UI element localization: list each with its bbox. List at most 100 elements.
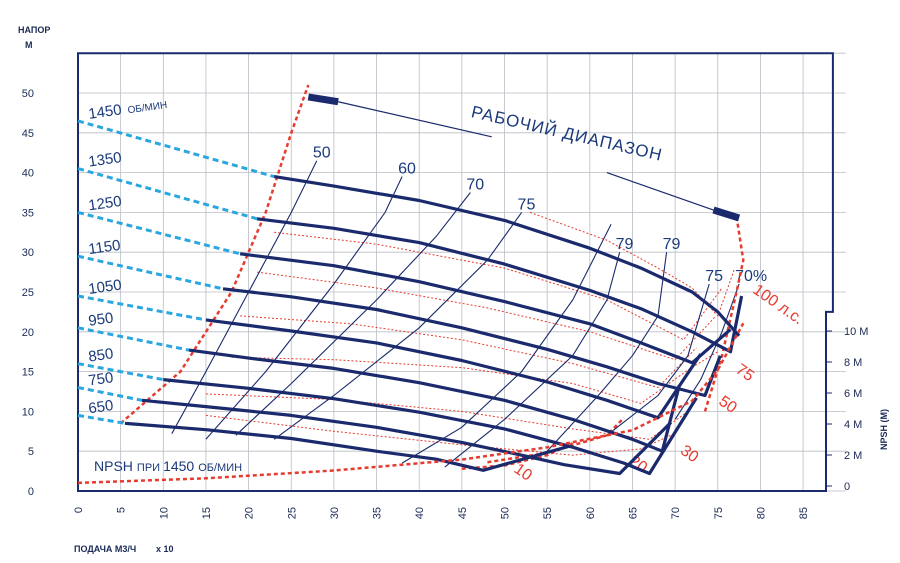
power-curve <box>274 231 723 341</box>
efficiency-label: 60 <box>398 161 416 178</box>
npsh-note-text: ПРИ <box>137 462 160 474</box>
y-axis-unit: М <box>25 40 33 50</box>
power-curve <box>205 393 689 440</box>
range-left-marker <box>307 93 339 106</box>
speed-curve-dashed <box>77 386 143 402</box>
speed-label: 1450 ОБ/МИН <box>87 95 168 123</box>
speed-curve <box>124 421 569 472</box>
frame-border <box>77 52 834 492</box>
x-axis-ticks: 0 5 10 15 20 25 30 35 40 45 50 55 60 65 70 75 80 85 <box>73 507 810 519</box>
x-tick-label: 20 <box>244 507 256 519</box>
efficiency-label: 50 <box>313 145 331 162</box>
y-tick-label: 5 <box>28 446 34 458</box>
range-right-marker <box>712 206 741 222</box>
power-label: 100 л.с. <box>750 281 807 328</box>
efficiency-curve <box>606 283 710 436</box>
y-tick-label: 40 <box>22 168 34 180</box>
range-left-leader <box>338 101 492 138</box>
speed-label: 1350 <box>87 149 122 170</box>
x-tick-label: 55 <box>542 507 554 519</box>
speed-curve <box>239 252 732 365</box>
npsh-unit: ОБ/МИН <box>198 462 242 474</box>
efficiency-label: 75 <box>518 196 536 213</box>
speed-curve <box>141 398 672 476</box>
npsh-tick-label: 2 M <box>844 450 862 462</box>
efficiency-curve <box>273 212 523 440</box>
npsh-curve-label: NPSH ПРИ 1450 ОБ/МИН <box>94 458 242 474</box>
x-tick-label: 25 <box>286 507 298 519</box>
x-tick-label: 10 <box>158 507 170 519</box>
y-tick-label: 0 <box>28 486 34 498</box>
chart-grid <box>77 52 846 492</box>
x-tick-label: 15 <box>201 507 213 519</box>
efficiency-label: 70% <box>735 268 767 285</box>
speed-curve-dashed <box>77 210 241 256</box>
npsh-tick-label: 0 <box>844 481 850 493</box>
x-tick-label: 85 <box>798 507 810 519</box>
y-axis-ticks: 0 5 10 15 20 25 30 35 40 45 50 <box>22 88 34 498</box>
speed-curve <box>222 287 722 398</box>
efficiency-curve <box>235 192 471 436</box>
efficiency-curve <box>546 252 668 452</box>
power-curve <box>529 211 736 317</box>
speed-curve <box>188 348 681 453</box>
speed-unit-label: ОБ/МИН <box>127 100 168 116</box>
power-label: 30 <box>677 442 701 466</box>
speed-curve <box>205 318 703 420</box>
npsh-line <box>77 322 745 485</box>
npsh-prefix: NPSH <box>94 458 133 474</box>
speed-label: 850 <box>87 345 114 365</box>
power-curve <box>205 414 672 456</box>
speed-curve <box>256 217 744 354</box>
x-tick-label: 35 <box>372 507 384 519</box>
operating-range-label: РАБОЧИЙ ДИАПАЗОН <box>469 102 664 165</box>
speed-curve-dashed <box>77 326 190 352</box>
efficiency-label: 70 <box>466 177 484 194</box>
npsh-speed: 1450 <box>163 458 194 474</box>
speed-curve-dashed <box>77 167 258 221</box>
operating-range: РАБОЧИЙ ДИАПАЗОН <box>119 84 745 425</box>
x-tick-label: 5 <box>116 507 128 513</box>
x-axis-label: ПОДАЧА М3/Ч <box>74 544 136 554</box>
npsh-curve: NPSH ПРИ 1450 ОБ/МИН <box>77 322 745 485</box>
speed-label: 950 <box>87 309 114 329</box>
power-curve <box>240 315 697 389</box>
power-label: 50 <box>715 393 739 417</box>
speed-label: 1150 <box>87 237 121 258</box>
npsh-tick-label: 6 M <box>844 388 862 400</box>
x-tick-label: 40 <box>414 507 426 519</box>
x-tick-label: 50 <box>500 507 512 519</box>
speed-curve-dashed <box>77 294 207 322</box>
npsh-axis-label: NPSH (M) <box>879 409 889 450</box>
range-left-boundary <box>119 84 310 425</box>
speed-curve <box>163 378 698 476</box>
efficiency-curve <box>674 283 740 420</box>
y-tick-label: 10 <box>22 406 34 418</box>
npsh-tick-label: 8 M <box>844 357 862 369</box>
x-tick-label: 30 <box>329 507 341 519</box>
y-tick-label: 25 <box>22 287 34 299</box>
y-tick-label: 20 <box>22 327 34 339</box>
npsh-axis-ticks: 0 2 M 4 M 6 M 8 M 10 M <box>826 326 868 493</box>
y-tick-label: 15 <box>22 367 34 379</box>
efficiency-curve <box>205 176 403 440</box>
speed-label: 750 <box>87 369 114 389</box>
y-tick-label: 35 <box>22 207 34 219</box>
x-tick-label: 65 <box>627 507 639 519</box>
x-tick-label: 70 <box>670 507 682 519</box>
power-label: 75 <box>733 361 757 385</box>
speed-label: 1050 <box>87 276 122 297</box>
efficiency-label: 75 <box>705 268 723 285</box>
range-right-boundary <box>703 216 745 412</box>
y-axis-label: НАПОР <box>18 25 50 35</box>
speed-curve <box>273 175 741 337</box>
speed-curve-dashed <box>77 413 126 425</box>
x-tick-label: 75 <box>713 507 725 519</box>
power-curve <box>257 271 717 361</box>
speed-curve-dashed <box>77 254 224 291</box>
x-tick-label: 45 <box>457 507 469 519</box>
power-curve <box>487 416 625 464</box>
speed-label: 650 <box>87 397 114 417</box>
